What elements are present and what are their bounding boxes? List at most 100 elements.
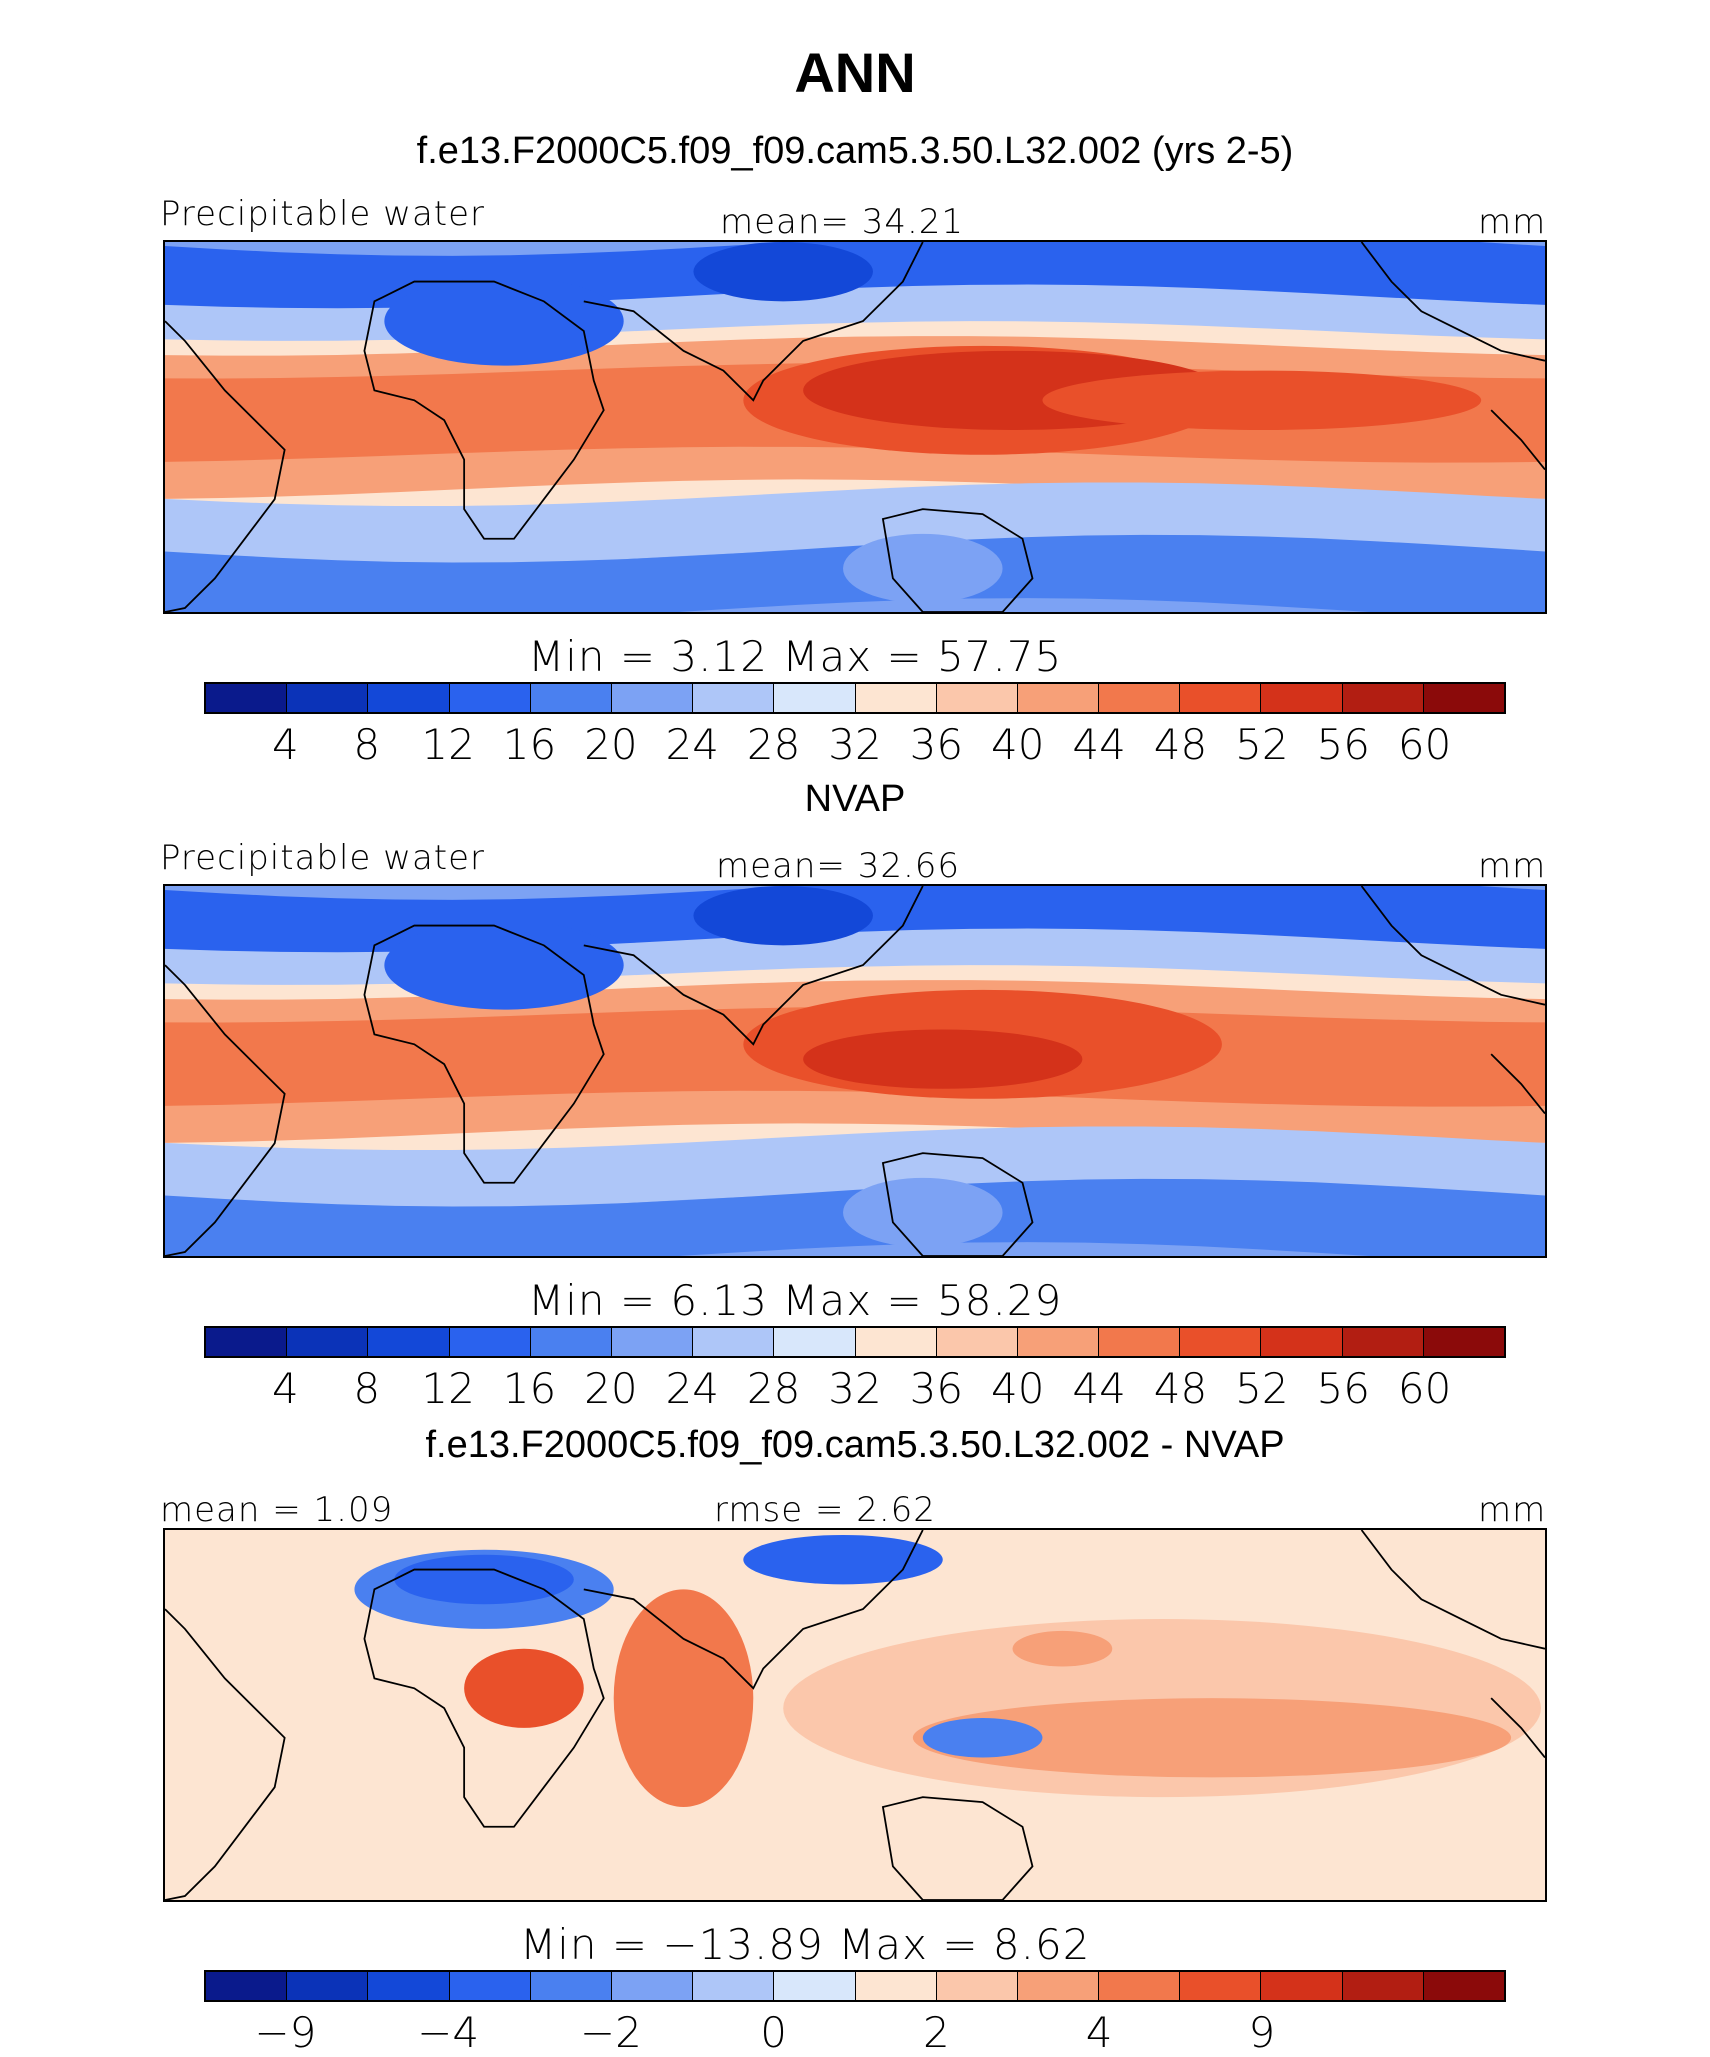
colorbar-swatch: [693, 684, 775, 712]
colorbar-tick-label: 8: [353, 1364, 381, 1413]
coastline: [1490, 1697, 1545, 1759]
coastline: [1490, 409, 1545, 471]
colorbar-swatch: [1423, 684, 1504, 712]
colorbar-tick-label: 4: [1085, 2008, 1113, 2057]
coastline: [1360, 886, 1545, 1006]
panel1-mean-label: mean= 34.21: [720, 202, 965, 242]
colorbar-tick-label: 24: [665, 720, 719, 769]
coastline: [363, 924, 605, 1184]
colorbar-tick-label: 12: [421, 1364, 475, 1413]
panel3-colorbar: [204, 1970, 1506, 2002]
panel1-variable-label: Precipitable water: [160, 194, 486, 234]
field-region: [384, 920, 624, 1010]
panel1-colorbar: [204, 682, 1506, 714]
colorbar-swatch: [611, 1328, 694, 1356]
colorbar-tick-label: 20: [584, 720, 638, 769]
coastline: [881, 1152, 1034, 1256]
colorbar-tick-label: 48: [1153, 1364, 1208, 1413]
colorbar-tick-label: 28: [746, 1364, 801, 1413]
colorbar-swatch: [1261, 1972, 1343, 2000]
field-region: [912, 1698, 1512, 1778]
colorbar-tick-label: 56: [1316, 1364, 1370, 1413]
colorbar-tick-label: −4: [417, 2008, 480, 2057]
colorbar-tick-label: 44: [1072, 1364, 1126, 1413]
panel2-minmax: Min = 6.13 Max = 58.29: [528, 1276, 1063, 1325]
colorbar-swatch: [449, 1972, 531, 2000]
field-region: [1012, 1630, 1113, 1667]
coastline: [881, 508, 1034, 612]
coastline: [363, 280, 605, 540]
colorbar-swatch: [1261, 684, 1343, 712]
colorbar-tick-label: 60: [1397, 1364, 1452, 1413]
coastline: [165, 964, 286, 1256]
colorbar-tick-label: 60: [1397, 720, 1452, 769]
coastline: [165, 320, 286, 612]
colorbar-tick-label: 2: [923, 2008, 950, 2057]
colorbar-tick-label: 24: [665, 1364, 719, 1413]
colorbar-swatch: [287, 684, 369, 712]
panel2-variable-label: Precipitable water: [160, 838, 486, 878]
colorbar-swatch: [774, 1972, 856, 2000]
coastline: [583, 1530, 924, 1690]
colorbar-tick-label: 40: [991, 720, 1045, 769]
coastline: [881, 1796, 1034, 1900]
colorbar-swatch: [611, 684, 694, 712]
colorbar-swatch: [774, 1328, 856, 1356]
colorbar-swatch: [693, 1972, 775, 2000]
colorbar-swatch: [287, 1328, 369, 1356]
colorbar-tick-label: 20: [584, 1364, 638, 1413]
colorbar-swatch: [287, 1972, 369, 2000]
colorbar-tick-label: 32: [828, 720, 882, 769]
panel2-map: [163, 884, 1547, 1258]
colorbar-swatch: [936, 1972, 1018, 2000]
colorbar-swatch: [530, 684, 612, 712]
colorbar-tick-label: 52: [1235, 720, 1289, 769]
colorbar-swatch: [368, 1972, 450, 2000]
colorbar-swatch: [1423, 1328, 1504, 1356]
colorbar-swatch: [530, 1328, 612, 1356]
colorbar-swatch: [611, 1972, 694, 2000]
panel1-case-title: f.e13.F2000C5.f09_f09.cam5.3.50.L32.002 …: [416, 130, 1294, 172]
colorbar-swatch: [1099, 1328, 1181, 1356]
colorbar-swatch: [1423, 1972, 1504, 2000]
colorbar-swatch: [936, 684, 1018, 712]
colorbar-swatch: [1017, 1972, 1100, 2000]
colorbar-tick-label: 36: [909, 1364, 964, 1413]
colorbar-swatch: [855, 1328, 937, 1356]
panel2-units-label: mm: [1478, 846, 1547, 886]
colorbar-swatch: [1261, 1328, 1343, 1356]
panel2-case-title: NVAP: [804, 778, 906, 820]
panel3-rmse-label: rmse = 2.62: [714, 1490, 936, 1530]
colorbar-swatch: [693, 1328, 775, 1356]
panel1-map: [163, 240, 1547, 614]
field-region: [803, 1029, 1083, 1089]
colorbar-tick-label: 28: [746, 720, 801, 769]
colorbar-swatch: [1180, 684, 1262, 712]
colorbar-swatch: [206, 1972, 288, 2000]
colorbar-tick-label: 4: [272, 1364, 299, 1413]
field-region: [693, 242, 873, 302]
colorbar-swatch: [855, 1972, 937, 2000]
coastline: [583, 886, 924, 1046]
field-region: [843, 1177, 1003, 1248]
colorbar-tick-label: 8: [353, 720, 381, 769]
colorbar-swatch: [936, 1328, 1018, 1356]
coastline: [165, 1608, 286, 1900]
field-region: [922, 1717, 1043, 1758]
field-region: [464, 1648, 584, 1728]
panel3-map: [163, 1528, 1547, 1902]
panel3-contour-plot: [165, 1530, 1545, 1900]
field-region: [394, 1554, 574, 1605]
figure-title: ANN: [794, 41, 916, 104]
colorbar-swatch: [1180, 1972, 1262, 2000]
colorbar-tick-label: −9: [254, 2008, 317, 2057]
colorbar-swatch: [855, 684, 937, 712]
colorbar-swatch: [530, 1972, 612, 2000]
colorbar-swatch: [1099, 1972, 1181, 2000]
panel3-case-title: f.e13.F2000C5.f09_f09.cam5.3.50.L32.002 …: [425, 1424, 1285, 1466]
colorbar-swatch: [449, 684, 531, 712]
colorbar-tick-label: 56: [1316, 720, 1370, 769]
colorbar-swatch: [1180, 1328, 1262, 1356]
colorbar-tick-label: 36: [909, 720, 964, 769]
colorbar-swatch: [1342, 1972, 1424, 2000]
